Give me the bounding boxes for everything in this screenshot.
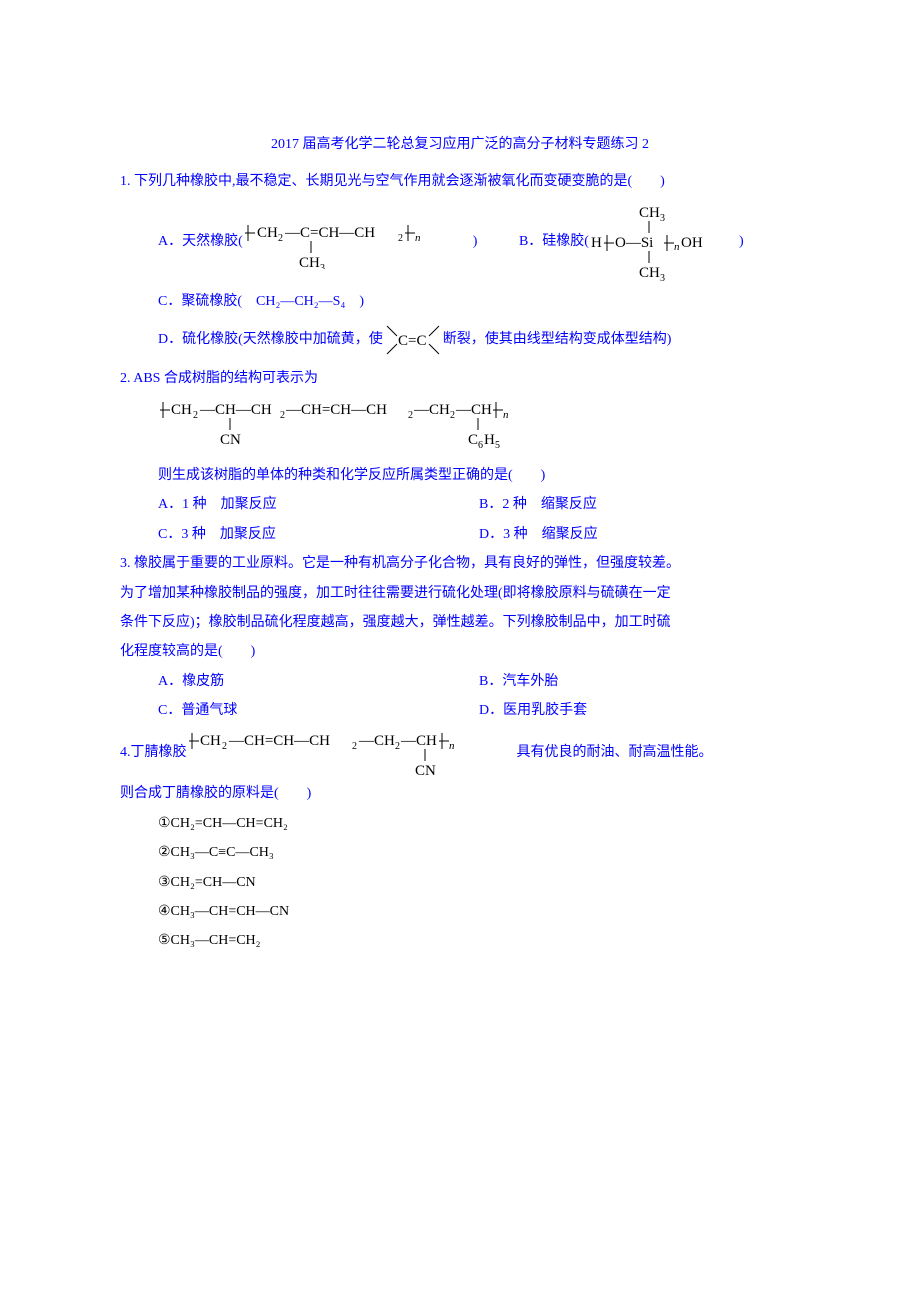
svg-text:—CH: —CH [413,402,450,418]
q1-stem: 下列几种橡胶中,最不稳定、长期见光与空气作用就会逐渐被氧化而变硬变脆的是( ) [134,174,665,189]
q1-option-c: C．聚硫橡胶( CH₂—CH₂—S₄ ) [120,287,800,316]
svg-text:CN: CN [415,763,436,779]
q4-sub-stem: 则合成丁腈橡胶的原料是( ) [120,779,800,808]
q3-option-b: B．汽车外胎 [479,667,800,696]
svg-text:3: 3 [320,263,325,269]
q2-option-b: B．2 种 缩聚反应 [479,490,800,519]
q2-stem: ABS 合成树脂的结构可表示为 [133,371,318,386]
q2-option-c: C．3 种 加聚反应 [158,520,479,549]
q2-sub-stem: 则生成该树脂的单体的种类和化学反应所属类型正确的是( ) [120,461,800,490]
svg-text:n: n [415,232,421,244]
svg-text:6: 6 [478,440,483,450]
q2-options-row1: A．1 种 加聚反应 B．2 种 缩聚反应 [120,490,800,519]
svg-text:CH: CH [200,733,221,749]
svg-text:3: 3 [660,273,665,281]
q3-options-row2: C．普通气球 D．医用乳胶手套 [120,696,800,725]
svg-text:CN: CN [220,432,241,448]
q1-b-prefix: B．硅橡胶( [519,227,589,256]
svg-text:2: 2 [395,741,400,752]
svg-text:CH: CH [639,205,660,221]
q3-stem-line2: 为了增加某种橡胶制品的强度，加工时往往需要进行硫化处理(即将橡胶原料与硫磺在一定 [120,579,800,608]
q3-stem-line1: 橡胶属于重要的工业原料。它是一种有机高分子化合物，具有良好的弹性，但强度较差。 [134,556,680,571]
svg-text:2: 2 [222,741,227,752]
q4-stem-pre: 丁腈橡胶 [131,738,187,767]
q3-number: 3. [120,556,131,571]
svg-text:CH: CH [257,225,278,241]
q2-options-row2: C．3 种 加聚反应 D．3 种 缩聚反应 [120,520,800,549]
svg-text:n: n [503,409,509,421]
q1-b-suffix: ) [739,227,744,256]
abs-resin-formula: CH2 —CH—CH2 —CH=CH—CH2 —CH2 —CH n CN C6 … [120,394,800,461]
svg-text:—C=CH—CH: —C=CH—CH [284,225,375,241]
svg-text:C: C [468,432,478,448]
q4-number: 4. [120,738,131,767]
svg-text:2: 2 [280,410,285,421]
svg-text:2: 2 [408,410,413,421]
svg-text:2: 2 [278,233,283,244]
q1-option-b: B．硅橡胶( CH3 H O—Si n OH CH3 ) [481,203,744,281]
q4-option-4: ④CH₃—CH=CH—CN [120,897,800,926]
q3-options-row1: A．橡皮筋 B．汽车外胎 [120,667,800,696]
q1-option-a: A．天然橡胶( CH2 —C=CH—CH 2 n CH3 ) [120,215,477,269]
svg-text:5: 5 [495,440,500,450]
document-page: 2017 届高考化学二轮总复习应用广泛的高分子材料专题练习 2 1. 下列几种橡… [0,0,920,1016]
svg-text:O—Si: O—Si [615,235,653,251]
q3-stem-line4: 化程度较高的是( ) [120,637,800,666]
q3-option-d: D．医用乳胶手套 [479,696,800,725]
silicone-formula: CH3 H O—Si n OH CH3 [589,203,739,281]
svg-text:C=C: C=C [398,333,426,349]
svg-text:—CH=CH—CH: —CH=CH—CH [285,402,387,418]
question-4: 4. 丁腈橡胶 CH2 —CH=CH—CH2 —CH2 —CH n CN [120,725,713,779]
q4-option-3: ③CH₂=CH—CN [120,868,800,897]
polyisoprene-formula: CH2 —C=CH—CH 2 n CH3 [243,215,473,269]
svg-text:3: 3 [660,213,665,224]
q4-option-1: ①CH₂=CH—CH=CH₂ [120,809,800,838]
svg-text:2: 2 [193,410,198,421]
nitrile-rubber-formula: CH2 —CH=CH—CH2 —CH2 —CH n CN [187,725,517,779]
c-double-c-formula: C=C [383,322,443,358]
svg-text:CH: CH [299,255,320,269]
svg-text:—CH: —CH [400,733,437,749]
svg-text:CH: CH [639,265,660,281]
svg-text:—CH: —CH [358,733,395,749]
svg-text:—CH—CH: —CH—CH [199,402,272,418]
q1-a-suffix: ) [473,227,478,256]
svg-text:2: 2 [398,233,403,244]
svg-text:2: 2 [450,410,455,421]
q3-stem-line3: 条件下反应)；橡胶制品硫化程度越高，强度越大，弹性越差。下列橡胶制品中，加工时硫 [120,608,800,637]
svg-text:2: 2 [352,741,357,752]
svg-text:H: H [591,235,602,251]
svg-text:n: n [449,740,455,752]
svg-text:H: H [484,432,495,448]
q2-option-d: D．3 种 缩聚反应 [479,520,800,549]
question-3: 3. 橡胶属于重要的工业原料。它是一种有机高分子化合物，具有良好的弹性，但强度较… [120,549,800,578]
q3-option-c: C．普通气球 [158,696,479,725]
svg-text:—CH=CH—CH: —CH=CH—CH [228,733,330,749]
question-2: 2. ABS 合成树脂的结构可表示为 [120,364,800,393]
q2-option-a: A．1 种 加聚反应 [158,490,479,519]
q1-option-d: D．硫化橡胶(天然橡胶中加硫黄，使 C=C 断裂，使其由线型结构变成体型结构) [120,322,671,358]
q4-stem-post: 具有优良的耐油、耐高温性能。 [517,738,713,767]
document-title: 2017 届高考化学二轮总复习应用广泛的高分子材料专题练习 2 [120,130,800,159]
q1-a-prefix: A．天然橡胶( [158,227,243,256]
question-1: 1. 下列几种橡胶中,最不稳定、长期见光与空气作用就会逐渐被氧化而变硬变脆的是(… [120,167,800,196]
svg-text:OH: OH [681,235,703,251]
svg-text:CH: CH [171,402,192,418]
svg-text:—CH: —CH [455,402,492,418]
q2-number: 2. [120,371,131,386]
q3-option-a: A．橡皮筋 [158,667,479,696]
q4-option-2: ②CH₃—C≡C—CH₃ [120,838,800,867]
q1-number: 1. [120,174,131,189]
q1-d-prefix: D．硫化橡胶(天然橡胶中加硫黄，使 [158,325,383,354]
q1-d-suffix: 断裂，使其由线型结构变成体型结构) [443,325,672,354]
q4-option-5: ⑤CH₃—CH=CH₂ [120,926,800,955]
svg-text:n: n [674,241,680,253]
